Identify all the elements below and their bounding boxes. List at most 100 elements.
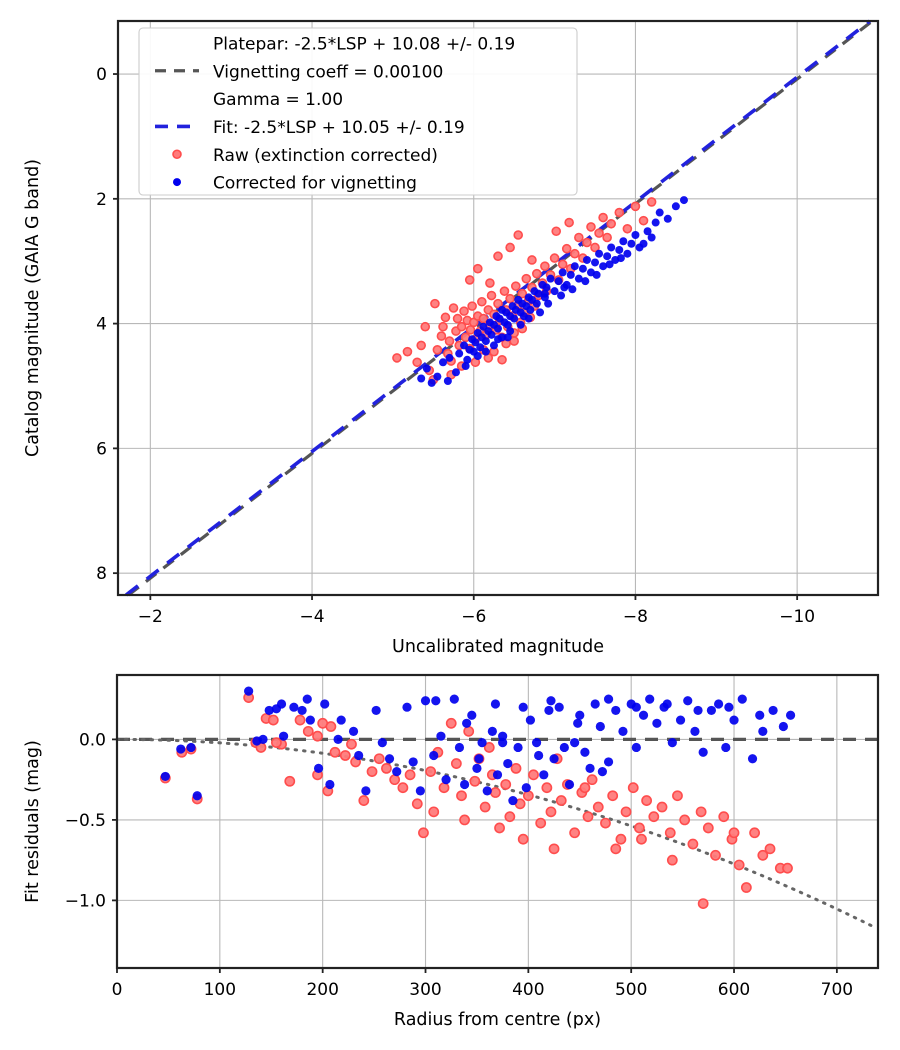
data-point bbox=[477, 296, 487, 307]
data-point bbox=[302, 725, 314, 737]
data-point bbox=[574, 274, 583, 283]
data-point bbox=[521, 783, 531, 793]
legend-label-2: Gamma = 1.00 bbox=[213, 90, 343, 110]
data-point bbox=[481, 347, 490, 356]
data-point bbox=[575, 710, 585, 720]
data-point bbox=[432, 345, 443, 355]
data-point bbox=[473, 352, 482, 361]
data-point bbox=[568, 285, 577, 294]
data-point bbox=[487, 726, 497, 736]
data-point bbox=[758, 726, 768, 736]
data-point bbox=[549, 754, 559, 764]
plot-frame bbox=[116, 19, 880, 597]
data-point bbox=[443, 376, 452, 385]
data-point bbox=[749, 827, 760, 839]
data-point bbox=[687, 838, 699, 850]
data-point bbox=[422, 364, 431, 373]
data-point bbox=[267, 714, 279, 726]
data-point bbox=[551, 226, 562, 237]
data-point bbox=[554, 702, 564, 712]
data-point bbox=[459, 306, 469, 316]
data-point bbox=[404, 769, 416, 781]
y-axis-label: Fit residuals (mag) bbox=[23, 740, 43, 903]
data-point bbox=[560, 283, 569, 292]
data-point bbox=[427, 378, 436, 387]
data-point bbox=[546, 696, 556, 706]
data-point bbox=[160, 771, 170, 782]
data-point bbox=[636, 833, 647, 845]
data-point bbox=[397, 782, 409, 794]
data-point bbox=[620, 806, 632, 818]
data-point bbox=[505, 293, 515, 304]
data-point bbox=[284, 775, 296, 787]
legend: Platepar: -2.5*LSP + 10.08 +/- 0.19 Vigne… bbox=[138, 27, 578, 196]
data-point bbox=[276, 699, 287, 709]
data-point bbox=[582, 237, 592, 248]
data-point bbox=[728, 827, 740, 839]
data-point bbox=[714, 699, 724, 709]
data-point bbox=[663, 214, 672, 223]
tick-label-x: 600 bbox=[718, 980, 750, 1000]
data-point bbox=[540, 289, 549, 298]
data-point bbox=[518, 702, 528, 712]
data-point bbox=[702, 822, 714, 834]
data-point bbox=[449, 694, 459, 704]
data-point bbox=[671, 202, 680, 211]
data-point bbox=[599, 262, 608, 271]
data-point bbox=[482, 786, 492, 796]
data-point bbox=[454, 742, 465, 753]
data-point bbox=[555, 795, 567, 806]
data-point bbox=[402, 702, 412, 712]
data-point bbox=[638, 215, 649, 226]
legend-label-4: Raw (extinction corrected) bbox=[213, 146, 438, 166]
data-point bbox=[448, 303, 459, 313]
data-point bbox=[425, 766, 437, 777]
data-point bbox=[346, 738, 357, 750]
data-point bbox=[630, 201, 641, 212]
tick-label-x: 0 bbox=[112, 980, 123, 1000]
data-point bbox=[487, 330, 496, 339]
data-point bbox=[631, 231, 640, 240]
data-point bbox=[559, 742, 569, 753]
data-point bbox=[580, 747, 590, 757]
data-point bbox=[428, 806, 440, 818]
data-point bbox=[531, 738, 542, 748]
data-point bbox=[477, 738, 487, 748]
data-point bbox=[485, 278, 495, 288]
data-point bbox=[499, 286, 510, 296]
data-point bbox=[603, 757, 614, 767]
plot-background bbox=[117, 675, 878, 968]
data-point bbox=[494, 822, 505, 834]
data-point bbox=[627, 239, 636, 248]
data-point bbox=[544, 299, 553, 308]
data-point bbox=[456, 321, 467, 332]
data-point bbox=[176, 744, 186, 754]
data-point bbox=[408, 757, 418, 767]
data-point bbox=[610, 843, 622, 855]
data-point bbox=[638, 710, 649, 720]
data-point bbox=[679, 814, 691, 826]
data-point bbox=[557, 291, 566, 300]
data-point bbox=[592, 801, 604, 813]
data-point bbox=[463, 355, 472, 364]
data-point bbox=[698, 747, 708, 757]
data-point bbox=[505, 242, 515, 253]
data-point bbox=[627, 782, 639, 794]
data-point bbox=[710, 849, 721, 861]
data-point bbox=[459, 814, 470, 826]
data-point bbox=[445, 717, 457, 729]
tick-label-x: −6 bbox=[461, 607, 486, 627]
legend-marker-corrected-dot bbox=[173, 178, 181, 187]
data-point bbox=[616, 254, 625, 263]
data-point bbox=[662, 699, 672, 709]
data-point bbox=[436, 331, 447, 341]
data-point bbox=[544, 705, 554, 716]
tick-label-y: 4 bbox=[96, 315, 107, 335]
data-point bbox=[479, 801, 491, 813]
data-point bbox=[416, 340, 426, 351]
legend-label-0: Platepar: -2.5*LSP + 10.08 +/- 0.19 bbox=[213, 34, 515, 54]
data-point bbox=[361, 786, 371, 796]
data-point bbox=[546, 274, 555, 283]
data-point bbox=[510, 281, 521, 291]
